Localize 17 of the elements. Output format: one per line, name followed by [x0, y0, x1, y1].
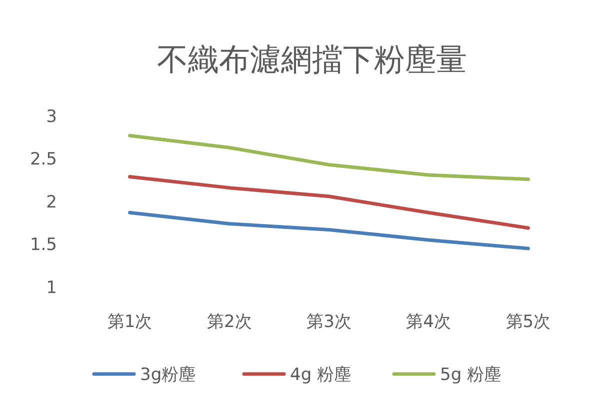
x-tick-label: 第5次: [506, 312, 551, 332]
legend-label: 5g 粉塵: [440, 364, 502, 385]
x-tick-label: 第2次: [206, 312, 252, 332]
line-series: [128, 210, 530, 250]
y-tick-label: 1.5: [30, 235, 57, 256]
y-tick-label: 2.5: [30, 150, 57, 170]
x-tick-label: 第4次: [406, 312, 452, 332]
line-series: [128, 174, 530, 230]
chart-title: 不織布濾網擋下粉塵量: [157, 42, 467, 78]
x-tick-label: 第3次: [306, 312, 352, 332]
y-tick-label: 2: [46, 192, 57, 212]
y-tick-label: 3: [46, 106, 57, 127]
legend-label: 3g粉塵: [140, 364, 196, 385]
x-tick-label: 第1次: [107, 312, 152, 332]
legend-label: 4g 粉塵: [290, 364, 352, 385]
y-tick-label: 1: [46, 278, 57, 298]
line-series: [128, 134, 530, 182]
